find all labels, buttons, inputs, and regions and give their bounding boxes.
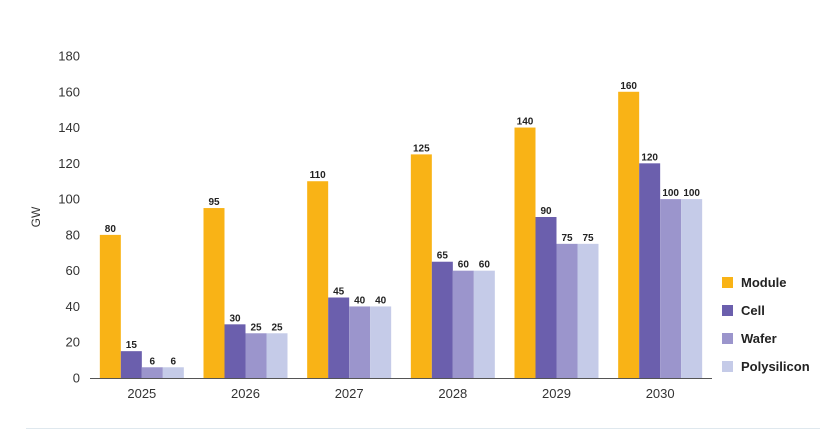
data-label: 25 — [271, 322, 283, 333]
bar-polysilicon-2026 — [266, 333, 288, 378]
legend-item: Polysilicon — [722, 352, 832, 380]
y-tick-label: 60 — [66, 263, 80, 278]
data-label: 140 — [517, 117, 534, 128]
bars: 80 15 6 6 95 30 25 25 110 45 40 40 125 65 60 60 140 90 75 7… — [99, 81, 703, 379]
data-label: 100 — [683, 188, 700, 199]
x-tick-label: 2030 — [646, 386, 675, 401]
bar-cell-2028 — [431, 261, 453, 378]
legend-swatch — [722, 276, 733, 288]
y-tick-label: 20 — [66, 335, 80, 350]
data-label: 160 — [620, 81, 637, 92]
y-axis-ticks: 0 20 40 60 80 100 120 140 160 180 — [58, 49, 80, 386]
data-label: 30 — [229, 313, 241, 324]
data-label: 40 — [354, 295, 366, 306]
x-tick-label: 2026 — [231, 386, 260, 401]
bar-wafer-2028 — [452, 270, 474, 378]
data-label: 100 — [662, 188, 679, 199]
bar-module-2030 — [618, 91, 640, 379]
data-label: 75 — [561, 233, 573, 244]
y-tick-label: 80 — [66, 227, 80, 242]
bar-polysilicon-2025 — [162, 367, 184, 378]
data-label: 60 — [458, 260, 470, 271]
legend-swatch — [722, 332, 733, 344]
data-label: 6 — [171, 356, 177, 367]
bar-polysilicon-2029 — [577, 243, 599, 378]
data-label: 45 — [333, 287, 345, 298]
legend-swatch — [722, 360, 733, 372]
bar-polysilicon-2030 — [681, 199, 703, 378]
bar-module-2026 — [203, 208, 225, 378]
bar-cell-2025 — [120, 351, 142, 378]
bar-module-2029 — [514, 127, 536, 378]
legend-label: Polysilicon — [741, 358, 810, 374]
legend-item: Cell — [722, 296, 832, 324]
legend-label: Module — [741, 274, 787, 290]
legend-item: Module — [722, 268, 832, 296]
data-label: 95 — [208, 197, 220, 208]
x-tick-label: 2027 — [335, 386, 364, 401]
data-label: 110 — [310, 170, 327, 181]
bar-module-2025 — [99, 234, 121, 378]
data-label: 25 — [250, 322, 262, 333]
bar-wafer-2030 — [660, 199, 682, 378]
x-tick-label: 2025 — [127, 386, 156, 401]
bar-polysilicon-2028 — [473, 270, 495, 378]
y-tick-label: 180 — [58, 49, 80, 64]
data-label: 65 — [437, 251, 449, 262]
y-tick-label: 100 — [58, 192, 80, 207]
data-label: 90 — [540, 206, 552, 217]
y-tick-label: 0 — [73, 371, 80, 386]
data-label: 60 — [479, 260, 491, 271]
y-tick-label: 140 — [58, 120, 80, 135]
bar-wafer-2025 — [141, 367, 163, 378]
x-tick-label: 2028 — [438, 386, 467, 401]
data-label: 80 — [105, 224, 117, 235]
legend: Module Cell Wafer Polysilicon — [722, 268, 832, 380]
legend-swatch — [722, 304, 733, 316]
data-label: 40 — [375, 295, 387, 306]
bar-wafer-2029 — [556, 243, 578, 378]
y-tick-label: 120 — [58, 156, 80, 171]
y-tick-label: 160 — [58, 84, 80, 99]
bar-module-2027 — [307, 181, 329, 378]
data-label: 75 — [582, 233, 594, 244]
y-axis-label: GW — [29, 206, 43, 227]
bar-cell-2026 — [224, 324, 246, 378]
bar-wafer-2026 — [245, 333, 267, 378]
bar-module-2028 — [410, 154, 432, 378]
legend-label: Cell — [741, 302, 765, 318]
bar-wafer-2027 — [349, 306, 371, 378]
data-label: 6 — [150, 356, 156, 367]
x-tick-label: 2029 — [542, 386, 571, 401]
bar-cell-2030 — [639, 163, 661, 378]
data-label: 120 — [641, 152, 658, 163]
x-axis-ticks: 2025 2026 2027 2028 2029 2030 — [127, 386, 674, 401]
divider — [26, 428, 820, 429]
data-label: 15 — [126, 340, 138, 351]
bar-cell-2027 — [328, 297, 350, 378]
y-tick-label: 40 — [66, 299, 80, 314]
legend-item: Wafer — [722, 324, 832, 352]
bar-polysilicon-2027 — [370, 306, 392, 378]
legend-label: Wafer — [741, 330, 777, 346]
bar-cell-2029 — [535, 217, 557, 378]
data-label: 125 — [413, 143, 430, 154]
